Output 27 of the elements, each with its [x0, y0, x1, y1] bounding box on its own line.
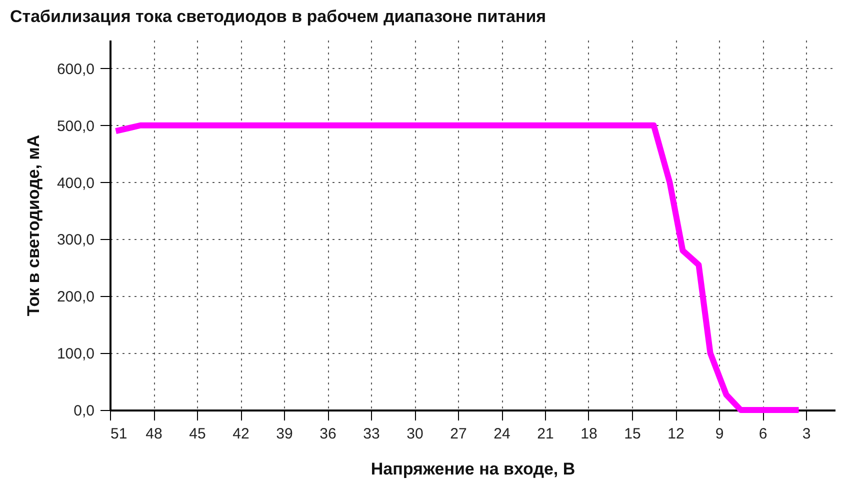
x-tick-label: 12: [668, 426, 684, 442]
y-tick-label: 0,0: [74, 402, 94, 420]
y-tick-label: 600,0: [56, 60, 94, 78]
x-tick-label: 24: [494, 426, 510, 442]
x-tick-label: 39: [276, 426, 293, 442]
y-axis-title: Ток в светодиоде, мА: [24, 134, 43, 316]
x-tick-label: 3: [802, 426, 811, 442]
y-tick-label: 200,0: [56, 288, 94, 306]
chart-title: Стабилизация тока светодиодов в рабочем диапазоне питания: [10, 7, 546, 26]
x-tick-label: 18: [580, 426, 598, 442]
x-tick-label: 36: [320, 426, 336, 442]
x-tick-label: 6: [758, 426, 768, 442]
y-tick-label: 300,0: [56, 232, 94, 249]
y-tick-label: 500,0: [56, 118, 94, 135]
x-tick-label: 15: [624, 426, 641, 442]
x-tick-label: 51: [110, 426, 128, 442]
x-tick-label: 9: [715, 426, 724, 442]
x-tick-label: 30: [406, 426, 424, 442]
x-tick-label: 42: [232, 426, 250, 442]
x-tick-label: 21: [537, 426, 554, 442]
x-tick-label: 48: [146, 426, 162, 442]
x-tick-label: 27: [450, 426, 467, 442]
y-tick-label: 100,0: [56, 346, 94, 363]
y-tick-label: 400,0: [56, 174, 94, 192]
x-tick-label: 45: [189, 426, 206, 442]
x-tick-label: 33: [363, 426, 380, 442]
x-axis-title: Напряжение на входе, В: [370, 460, 576, 478]
